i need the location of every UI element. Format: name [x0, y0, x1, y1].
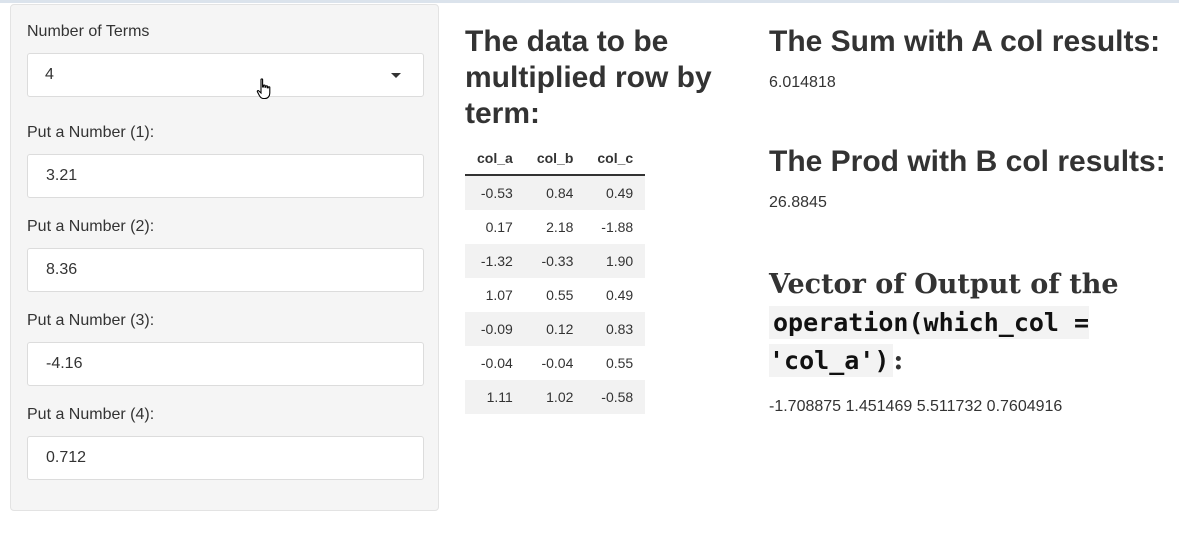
chevron-down-icon: [391, 73, 401, 78]
table-cell: 0.49: [585, 175, 646, 210]
table-cell: 2.18: [546, 219, 574, 235]
col-c-header: col_c: [585, 141, 646, 176]
number-4-input[interactable]: 0.712: [27, 436, 424, 480]
sidebar-panel: Number of Terms 4 Put a Number (1): 3.21…: [10, 4, 439, 511]
table-row: -0.09 0.12 0.83: [465, 312, 646, 346]
terms-select-value: 4: [45, 66, 54, 83]
vector-value: -1.708875 1.451469 5.511732 0.7604916: [769, 398, 1063, 415]
terms-select[interactable]: 4: [27, 53, 424, 97]
table-row: 1.11 1.02 -0.58: [465, 380, 646, 414]
number-1-input[interactable]: 3.21: [27, 154, 424, 198]
number-2-label: Put a Number (2):: [27, 218, 155, 235]
table-row: -0.53 0.84 0.49: [465, 175, 646, 210]
table-cell: 0.55: [605, 355, 634, 371]
number-4-value: 0.712: [46, 449, 87, 466]
number-1-label: Put a Number (1):: [27, 124, 155, 141]
number-2-value: 8.36: [46, 261, 78, 278]
table-cell: -0.04: [541, 355, 574, 371]
table-header-row: col_a col_b col_c: [465, 141, 646, 176]
table-cell: -0.04: [480, 355, 513, 371]
table-cell: -0.33: [524, 244, 586, 278]
number-2-input[interactable]: 8.36: [27, 248, 424, 292]
table-cell: 0.17: [485, 219, 513, 235]
number-4-label: Put a Number (4):: [27, 406, 155, 423]
table-cell: -1.32: [465, 244, 525, 278]
table-cell: 1.02: [524, 380, 586, 414]
hand-cursor-icon: [256, 78, 271, 100]
prod-value: 26.8845: [769, 194, 827, 211]
table-row: -0.04 -0.04 0.55: [465, 346, 645, 380]
number-3-label: Put a Number (3):: [27, 312, 155, 329]
sum-value: 6.014818: [769, 74, 836, 91]
terms-label: Number of Terms: [27, 23, 150, 40]
table-cell: 0.12: [524, 312, 586, 346]
table-cell: 1.90: [585, 244, 646, 278]
number-3-value: -4.16: [46, 355, 83, 372]
table-cell: -0.53: [465, 175, 525, 210]
col-b-header: col_b: [524, 141, 586, 176]
number-3-input[interactable]: -4.16: [27, 342, 424, 386]
table-cell: 0.84: [524, 175, 586, 210]
vector-heading-suffix: :: [893, 345, 904, 376]
vector-heading: Vector of Output of the operation(which_…: [769, 266, 1159, 380]
table-cell: 1.07: [485, 287, 513, 303]
sum-heading: The Sum with A col results:: [769, 25, 1161, 58]
table-cell: -0.58: [585, 380, 646, 414]
data-table: col_a col_b col_c -0.53 0.84 0.49 0.17 2…: [465, 141, 646, 414]
table-cell: -0.09: [465, 312, 525, 346]
vector-heading-code: operation(which_col = 'col_a'): [769, 306, 1090, 377]
table-cell: 0.55: [546, 287, 574, 303]
table-row: 0.17 2.18 -1.88: [465, 210, 645, 244]
table-row: -1.32 -0.33 1.90: [465, 244, 646, 278]
number-1-value: 3.21: [46, 167, 78, 184]
col-a-header: col_a: [465, 141, 525, 176]
table-row: 1.07 0.55 0.49: [465, 278, 645, 312]
table-cell: 0.83: [585, 312, 646, 346]
top-border: [0, 0, 1179, 3]
vector-heading-prefix: Vector of Output of the: [769, 269, 1119, 300]
table-cell: 1.11: [465, 380, 525, 414]
prod-heading: The Prod with B col results:: [769, 145, 1166, 178]
data-table-heading: The data to be multiplied row by term:: [465, 25, 712, 130]
table-cell: 0.49: [605, 287, 634, 303]
table-cell: -1.88: [601, 219, 634, 235]
